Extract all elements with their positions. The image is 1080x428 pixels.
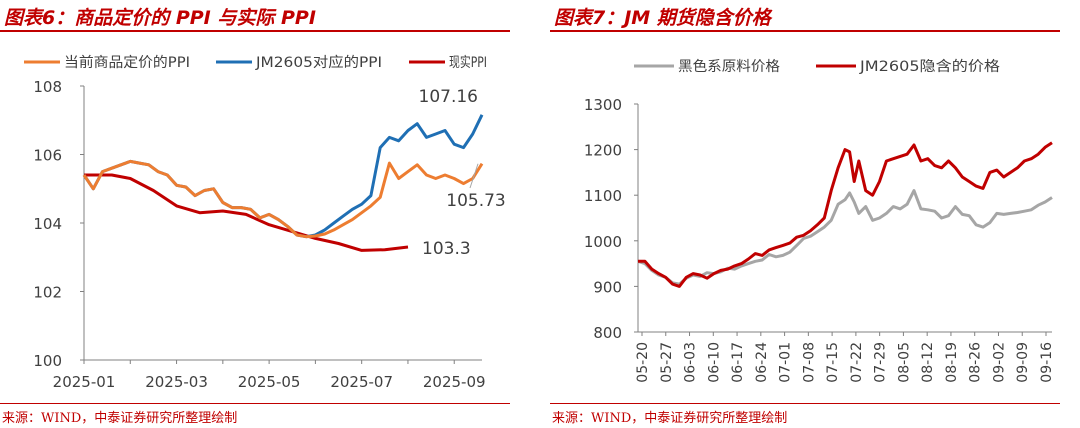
source-note: 来源：WIND，中泰证券研究所整理绘制 [552,411,788,426]
data-label-actual-ppi: 103.3 [422,239,471,259]
data-label-jm2605-ppi: 107.16 [419,87,478,107]
series-line [638,141,1053,288]
y-tick-label: 106 [33,147,62,165]
x-tick-label: 05-27 [659,342,675,383]
x-tick-label: 07-22 [849,342,865,383]
x-tick-label: 2025-03 [145,373,208,391]
chart-panel-jm-price: 图表7：JM 期货隐含价格 800 900 1000 1100 1200 1300 05-2… [550,0,1080,427]
jm-price-line-chart: 800 900 1000 1100 1200 1300 05-20 05-27 06-03 06-… [584,58,1055,383]
series-line [84,173,409,252]
y-tick-label: 800 [593,324,622,342]
x-tick-label: 09-09 [1015,342,1031,383]
ppi-line-chart: 100 102 104 106 108 2025-01 2025-03 2025-05 2025… [24,54,506,391]
source-note: 来源：WIND，中泰证券研究所整理绘制 [2,411,238,426]
legend-label: 黑色系原料价格 [678,58,780,75]
legend-label: JM2605隐含的价格 [859,59,1000,75]
label-leader-line [469,163,479,189]
source-bar: 来源：WIND，中泰证券研究所整理绘制 [0,403,510,428]
x-tick-label: 2025-07 [330,373,393,391]
series-line [82,114,484,239]
series-line [637,189,1053,286]
x-tick-label: 2025-05 [238,373,301,391]
x-tick-label: 2025-01 [53,373,116,391]
chart-title: 图表7：JM 期货隐含价格 [554,7,771,29]
legend-label: JM2605对应的PPI [255,54,382,71]
legend-label: 当前商品定价的PPI [64,54,190,71]
y-tick-label: 1200 [584,142,622,160]
series-line [82,159,484,239]
x-tick-label: 05-20 [635,342,651,383]
chart-panel-ppi: 图表6：商品定价的 PPI 与实际 PPI 100 102 104 106 108 202… [0,0,530,427]
chart-title-bar: 图表7：JM 期货隐含价格 [550,0,1060,32]
x-tick-label: 06-17 [730,342,746,383]
x-tick-label: 07-15 [825,342,841,383]
legend-label: 现实PPI [449,55,487,71]
chart-title: 图表6：商品定价的 PPI 与实际 PPI [4,7,316,29]
chart-title-bar: 图表6：商品定价的 PPI 与实际 PPI [0,0,510,32]
x-tick-label: 08-12 [920,342,936,383]
x-tick-label: 08-19 [944,342,960,383]
x-tick-label: 09-16 [1039,342,1055,383]
y-tick-label: 1100 [584,187,622,205]
x-tick-label: 08-05 [896,342,912,383]
y-tick-label: 102 [33,284,62,302]
x-tick-label: 07-29 [873,342,889,383]
y-tick-label: 900 [593,278,622,296]
source-bar: 来源：WIND，中泰证券研究所整理绘制 [550,403,1060,428]
x-tick-label: 06-24 [754,342,770,383]
x-tick-label: 07-01 [778,342,794,383]
y-tick-label: 1000 [584,233,622,251]
x-tick-label: 07-08 [801,342,817,383]
x-tick-label: 06-10 [706,342,722,383]
y-tick-label: 1300 [584,96,622,114]
x-tick-label: 08-26 [968,342,984,383]
data-label-current-ppi: 105.73 [446,191,505,211]
y-tick-label: 108 [33,78,62,96]
y-tick-label: 104 [33,215,62,233]
x-tick-label: 06-03 [683,342,699,383]
y-tick-label: 100 [33,352,62,370]
x-tick-label: 09-02 [991,342,1007,383]
x-tick-label: 2025-09 [423,373,486,391]
